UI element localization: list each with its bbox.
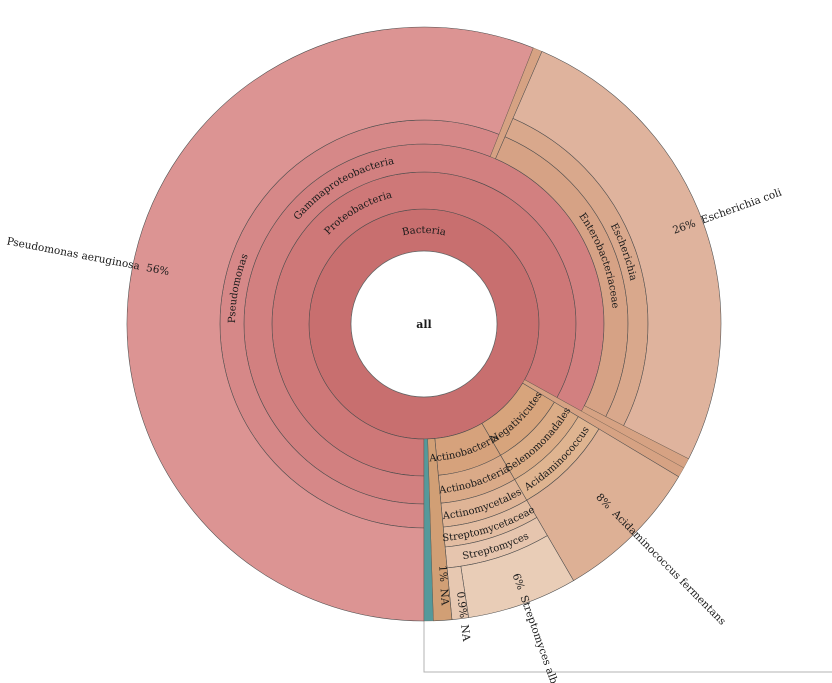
sunburst-segment-escherichia-coli[interactable] — [512, 51, 722, 460]
label-leader-line — [423, 620, 832, 673]
center-label: all — [416, 318, 432, 331]
sunburst-segment-minor[interactable] — [423, 438, 434, 622]
center-circle[interactable] — [350, 250, 498, 398]
ring-label-bacteria: Bacteria — [401, 225, 447, 238]
leaf-label-acidaminococcus-fermentans: 8% Acidaminococcus fermentans — [593, 491, 728, 627]
sunburst-segment-pseudomonas-aeruginosa[interactable] — [126, 26, 534, 622]
leaf-label-na: 1% NA — [436, 565, 451, 606]
